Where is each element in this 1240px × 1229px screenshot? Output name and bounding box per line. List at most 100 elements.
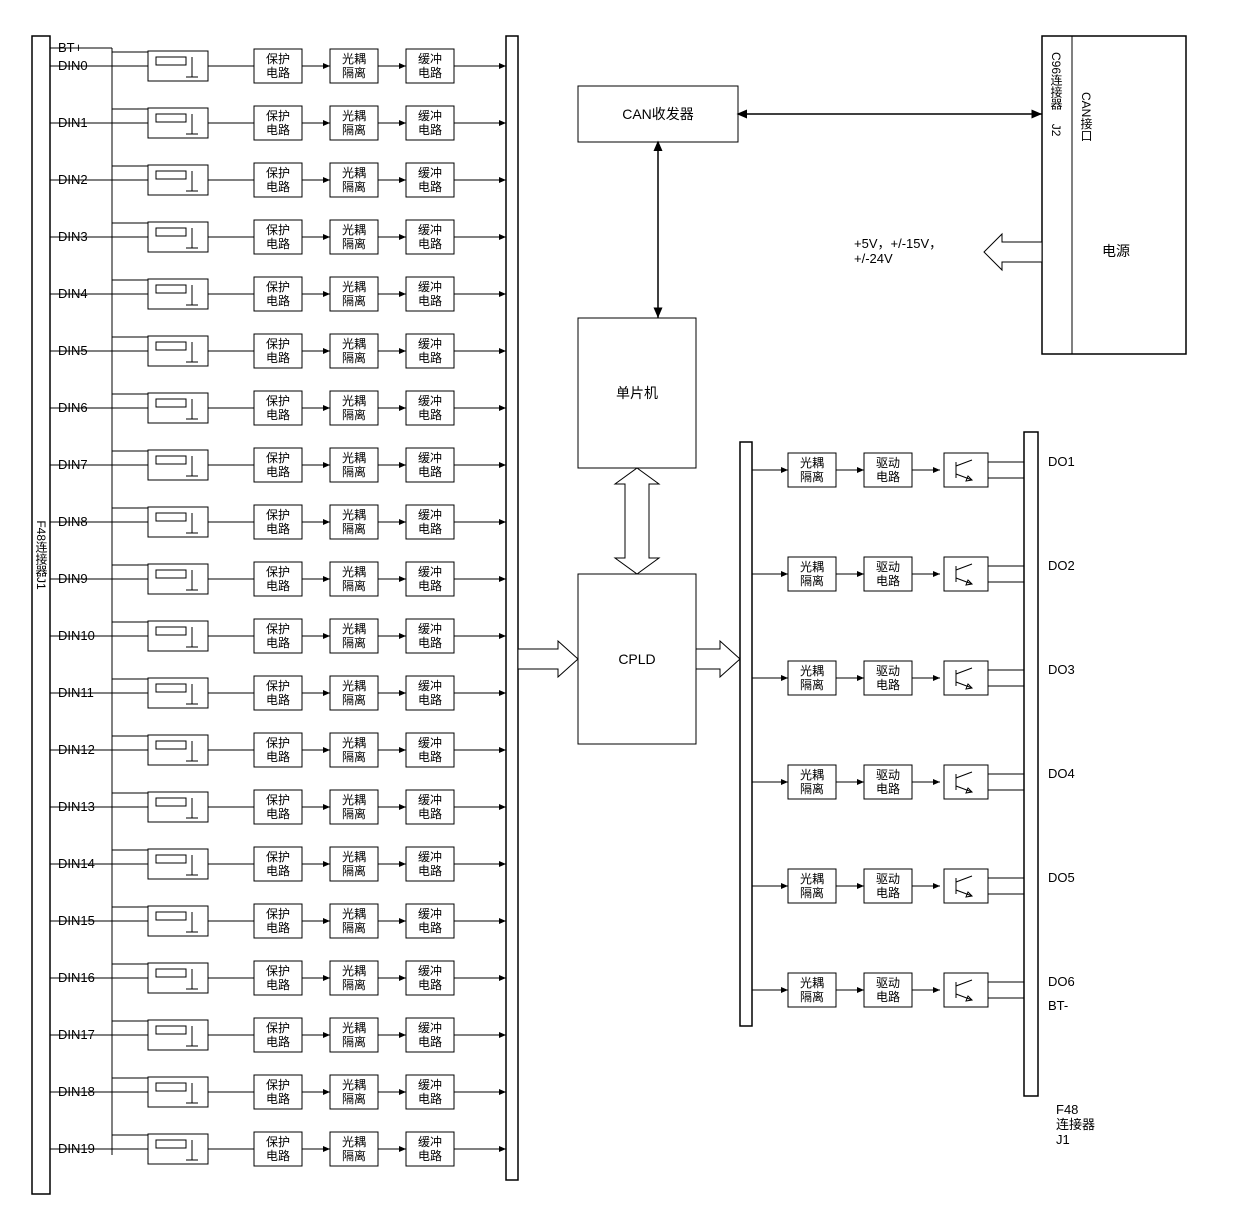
svg-text:光耦隔离: 光耦隔离: [342, 166, 366, 194]
svg-text:保护电路: 保护电路: [266, 508, 290, 536]
rc-filter: [148, 108, 208, 138]
svg-text:缓冲电路: 缓冲电路: [418, 849, 442, 878]
bus-to-cpld-arrow: [518, 641, 578, 677]
svg-text:保护电路: 保护电路: [266, 736, 290, 764]
svg-text:保护电路: 保护电路: [266, 166, 290, 194]
svg-text:光耦隔离: 光耦隔离: [800, 976, 824, 1004]
svg-text:保护电路: 保护电路: [266, 280, 290, 308]
output-bus: [740, 442, 752, 1026]
svg-text:缓冲电路: 缓冲电路: [418, 222, 442, 251]
rc-filter: [148, 165, 208, 195]
svg-text:保护电路: 保护电路: [266, 622, 290, 650]
svg-text:光耦隔离: 光耦隔离: [342, 1021, 366, 1049]
rc-filter: [148, 906, 208, 936]
rc-filter: [148, 507, 208, 537]
svg-text:光耦隔离: 光耦隔离: [342, 337, 366, 365]
svg-text:保护电路: 保护电路: [266, 964, 290, 992]
left-connector-label: F48连接器J1: [34, 520, 48, 590]
svg-text:光耦隔离: 光耦隔离: [342, 679, 366, 707]
svg-text:缓冲电路: 缓冲电路: [418, 735, 442, 764]
rc-filter: [148, 336, 208, 366]
svg-text:光耦隔离: 光耦隔离: [342, 394, 366, 422]
svg-text:驱动电路: 驱动电路: [876, 872, 900, 900]
svg-text:光耦隔离: 光耦隔离: [800, 456, 824, 484]
svg-text:保护电路: 保护电路: [266, 1078, 290, 1106]
output-driver: [944, 661, 988, 695]
svg-text:缓冲电路: 缓冲电路: [418, 507, 442, 536]
svg-text:保护电路: 保护电路: [266, 451, 290, 479]
svg-text:光耦隔离: 光耦隔离: [342, 223, 366, 251]
svg-text:光耦隔离: 光耦隔离: [342, 1135, 366, 1163]
svg-text:光耦隔离: 光耦隔离: [342, 622, 366, 650]
svg-text:驱动电路: 驱动电路: [876, 976, 900, 1004]
svg-text:缓冲电路: 缓冲电路: [418, 393, 442, 422]
svg-text:光耦隔离: 光耦隔离: [342, 793, 366, 821]
svg-text:缓冲电路: 缓冲电路: [418, 564, 442, 593]
svg-text:光耦隔离: 光耦隔离: [342, 964, 366, 992]
output-driver: [944, 765, 988, 799]
output-driver: [944, 453, 988, 487]
svg-text:缓冲电路: 缓冲电路: [418, 51, 442, 80]
cpld-to-dout-arrow: [696, 641, 740, 677]
rc-filter: [148, 450, 208, 480]
rc-filter: [148, 678, 208, 708]
svg-text:驱动电路: 驱动电路: [876, 560, 900, 588]
svg-text:保护电路: 保护电路: [266, 793, 290, 821]
do-label: DO1: [1048, 454, 1075, 469]
rc-filter: [148, 564, 208, 594]
rc-filter: [148, 1077, 208, 1107]
svg-text:保护电路: 保护电路: [266, 1135, 290, 1163]
svg-text:光耦隔离: 光耦隔离: [800, 872, 824, 900]
svg-text:缓冲电路: 缓冲电路: [418, 678, 442, 707]
svg-text:缓冲电路: 缓冲电路: [418, 450, 442, 479]
rc-filter: [148, 222, 208, 252]
power-label: 电源: [1102, 243, 1130, 259]
cpld-label: CPLD: [618, 651, 655, 667]
right-bottom-connector-label: F48连接器J1: [1056, 1102, 1095, 1147]
can-port-label: CAN接口: [1079, 92, 1093, 141]
rc-filter: [148, 393, 208, 423]
svg-text:保护电路: 保护电路: [266, 223, 290, 251]
svg-text:缓冲电路: 缓冲电路: [418, 108, 442, 137]
rc-filter: [148, 792, 208, 822]
svg-text:缓冲电路: 缓冲电路: [418, 792, 442, 821]
svg-text:驱动电路: 驱动电路: [876, 768, 900, 796]
input-bus: [506, 36, 518, 1180]
rc-filter: [148, 1134, 208, 1164]
power-arrow: [984, 234, 1042, 270]
svg-text:缓冲电路: 缓冲电路: [418, 1077, 442, 1106]
svg-text:光耦隔离: 光耦隔离: [800, 664, 824, 692]
do-label: DO5: [1048, 870, 1075, 885]
rc-filter: [148, 621, 208, 651]
rc-filter: [148, 51, 208, 81]
do-label: DO6: [1048, 974, 1075, 989]
svg-text:光耦隔离: 光耦隔离: [342, 736, 366, 764]
svg-text:光耦隔离: 光耦隔离: [342, 907, 366, 935]
svg-text:光耦隔离: 光耦隔离: [342, 451, 366, 479]
svg-text:缓冲电路: 缓冲电路: [418, 279, 442, 308]
rc-filter: [148, 735, 208, 765]
svg-text:驱动电路: 驱动电路: [876, 664, 900, 692]
svg-text:驱动电路: 驱动电路: [876, 456, 900, 484]
svg-text:保护电路: 保护电路: [266, 52, 290, 80]
mcu-label: 单片机: [616, 385, 658, 401]
svg-text:缓冲电路: 缓冲电路: [418, 1134, 442, 1163]
svg-text:保护电路: 保护电路: [266, 109, 290, 137]
svg-text:保护电路: 保护电路: [266, 1021, 290, 1049]
can-label: CAN收发器: [622, 106, 694, 122]
svg-text:保护电路: 保护电路: [266, 850, 290, 878]
svg-text:光耦隔离: 光耦隔离: [800, 768, 824, 796]
do-label: DO2: [1048, 558, 1075, 573]
rc-filter: [148, 963, 208, 993]
svg-text:保护电路: 保护电路: [266, 565, 290, 593]
svg-text:光耦隔离: 光耦隔离: [800, 560, 824, 588]
svg-text:保护电路: 保护电路: [266, 679, 290, 707]
rc-filter: [148, 849, 208, 879]
svg-text:缓冲电路: 缓冲电路: [418, 906, 442, 935]
do-label: DO4: [1048, 766, 1075, 781]
svg-text:缓冲电路: 缓冲电路: [418, 963, 442, 992]
mcu-cpld-bus-arrow: [615, 468, 659, 574]
svg-text:保护电路: 保护电路: [266, 394, 290, 422]
svg-text:光耦隔离: 光耦隔离: [342, 280, 366, 308]
svg-text:光耦隔离: 光耦隔离: [342, 850, 366, 878]
